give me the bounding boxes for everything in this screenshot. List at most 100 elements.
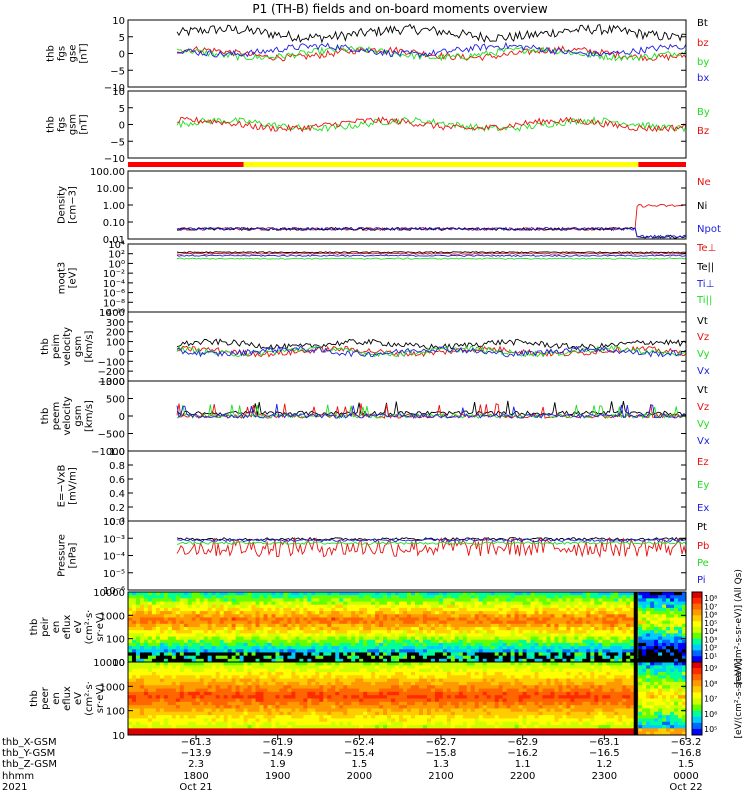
spectrogram-cell <box>183 691 189 696</box>
spectrogram-cell <box>355 633 360 638</box>
spectrogram-cell <box>598 639 603 644</box>
spectrogram-cell <box>379 675 384 680</box>
spectrogram-cell <box>275 715 280 719</box>
spectrogram-cell <box>375 665 380 670</box>
spectrogram-cell <box>434 607 440 612</box>
spectrogram-cell <box>263 611 268 615</box>
spectrogram-cell <box>546 623 551 628</box>
spectrogram-cell <box>287 611 292 615</box>
spectrogram-cell <box>179 649 185 653</box>
spectrogram-cell <box>658 627 663 631</box>
spectrogram-cell <box>407 662 412 666</box>
legend-label: by <box>697 57 709 68</box>
spectrogram-cell <box>239 662 245 666</box>
spectrogram-cell <box>311 711 316 716</box>
spectrogram-cell <box>550 627 555 631</box>
spectrogram-cell <box>590 604 595 609</box>
spectrogram-cell <box>255 649 261 653</box>
spectrogram-cell <box>355 725 360 729</box>
spectrogram-cell <box>267 695 272 699</box>
spectrogram-cell <box>506 623 512 628</box>
spectrogram-cell <box>143 623 149 628</box>
spectrogram-cell <box>478 623 484 628</box>
spectrogram-cell <box>359 725 364 729</box>
spectrogram-cell <box>259 668 265 673</box>
spectrogram-cell <box>335 636 340 641</box>
spectrogram-cell <box>187 698 193 703</box>
spectrogram-cell <box>139 649 145 653</box>
spectrogram-cell <box>434 620 440 625</box>
spectrogram-cell <box>319 671 324 676</box>
spectrogram-cell <box>359 633 364 638</box>
spectrogram-cell <box>263 681 268 686</box>
spectrogram-cell <box>434 633 440 638</box>
spectrogram-cell <box>239 731 245 736</box>
y-axis-label: [km/s] <box>84 330 95 362</box>
spectrogram-cell <box>638 617 643 622</box>
spectrogram-cell <box>522 646 528 650</box>
spectrogram-cell <box>187 623 193 628</box>
spectrogram-cell <box>450 607 456 612</box>
spectrogram-cell <box>403 701 408 706</box>
spectrogram-cell <box>327 698 332 703</box>
spectrogram-cell <box>387 728 392 733</box>
spectrogram-cell <box>626 598 631 603</box>
spectrogram-cell <box>454 595 460 599</box>
spectrogram-cell <box>367 630 372 634</box>
spectrogram-cell <box>383 633 388 638</box>
spectrogram-cell <box>343 636 348 641</box>
spectrogram-cell <box>606 633 611 638</box>
spectrogram-cell <box>303 611 308 615</box>
spectrogram-cell <box>458 652 464 657</box>
spectrogram-cell <box>502 617 508 622</box>
spectrogram-cell <box>263 595 268 599</box>
spectrogram-cell <box>299 636 304 641</box>
y-axis-label: [nPa] <box>68 542 79 568</box>
spectrogram-cell <box>239 688 245 693</box>
spectrogram-cell <box>211 649 217 653</box>
spectrogram-cell <box>291 598 296 603</box>
spectrogram-cell <box>203 695 209 699</box>
series-line-Vz <box>176 345 687 358</box>
spectrogram-cell <box>414 698 420 703</box>
spectrogram-cell <box>450 639 456 644</box>
spectrogram-cell <box>263 725 268 729</box>
spectrogram-cell <box>183 725 189 729</box>
spectrogram-cell <box>494 595 500 599</box>
spectrogram-cell <box>175 695 181 699</box>
spectrogram-cell <box>339 698 344 703</box>
spectrogram-cell <box>271 662 276 666</box>
spectrogram-cell <box>207 639 213 644</box>
spectrogram-cell <box>422 601 428 606</box>
spectrogram-cell <box>175 668 181 673</box>
spectrogram-cell <box>379 725 384 729</box>
spectrogram-cell <box>291 698 296 703</box>
spectrogram-cell <box>139 688 145 693</box>
spectrogram-cell <box>339 592 344 596</box>
spectrogram-cell <box>259 655 265 660</box>
spectrogram-cell <box>295 604 300 609</box>
spectrogram-cell <box>179 604 185 609</box>
spectrogram-cell <box>223 685 229 690</box>
spectrogram-cell <box>494 614 500 618</box>
spectrogram-cell <box>562 649 567 653</box>
spectrogram-cell <box>462 652 468 657</box>
spectrogram-cell <box>410 617 416 622</box>
y-axis-label: gsm <box>68 114 79 135</box>
spectrogram-cell <box>159 630 165 634</box>
spectrogram-cell <box>163 665 169 670</box>
spectrogram-cell <box>191 705 197 709</box>
spectrogram-cell <box>383 658 388 663</box>
y-tick-label: 100 <box>106 635 125 646</box>
spectrogram-cell <box>534 633 540 638</box>
spectrogram-cell <box>351 620 356 625</box>
spectrogram-cell <box>143 685 149 690</box>
spectrogram-cell <box>151 688 157 693</box>
spectrogram-cell <box>582 617 587 622</box>
spectrogram-cell <box>562 614 567 618</box>
spectrogram-cell <box>187 649 193 653</box>
spectrogram-cell <box>271 675 276 680</box>
spectrogram-cell <box>418 685 424 690</box>
spectrogram-cell <box>279 668 284 673</box>
spectrogram-cell <box>291 614 296 618</box>
